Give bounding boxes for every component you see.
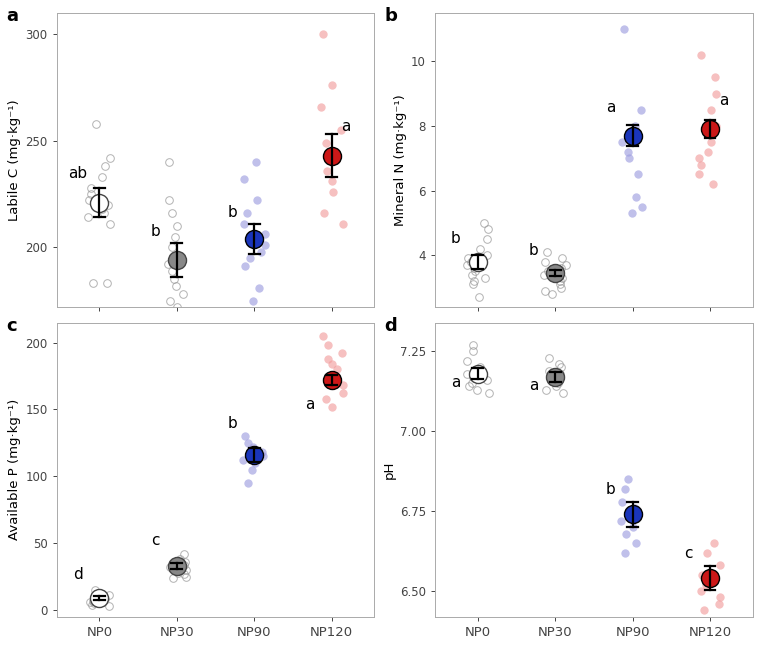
Text: a: a [607,100,616,115]
Text: a: a [305,397,315,412]
Y-axis label: Labile C (mg·kg⁻¹): Labile C (mg·kg⁻¹) [8,99,21,221]
Text: d: d [73,567,83,582]
Text: a: a [719,93,729,108]
Text: b: b [529,243,538,258]
Text: c: c [684,545,693,561]
Text: a: a [6,7,18,25]
Text: c: c [151,534,159,549]
Text: b: b [384,7,397,25]
Text: d: d [384,316,397,334]
Y-axis label: Available P (mg·kg⁻¹): Available P (mg·kg⁻¹) [8,399,21,540]
Text: b: b [228,204,237,219]
Text: b: b [228,416,237,431]
Text: a: a [341,119,350,135]
Text: b: b [451,230,461,245]
Text: ab: ab [68,166,88,181]
Text: b: b [606,482,616,497]
Text: a: a [529,378,538,393]
Y-axis label: pH: pH [383,461,396,479]
Text: a: a [451,375,460,389]
Y-axis label: Mineral N (mg·kg⁻¹): Mineral N (mg·kg⁻¹) [394,94,407,226]
Text: b: b [150,224,160,239]
Text: c: c [6,316,17,334]
